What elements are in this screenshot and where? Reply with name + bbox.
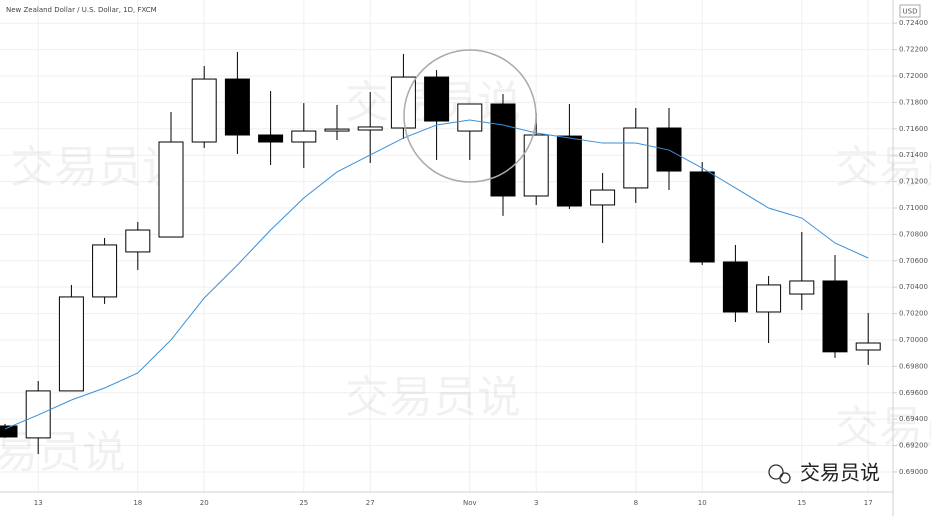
candle-body [158,141,184,238]
candle-body [656,127,682,172]
candle-body [224,78,250,136]
candle-body [623,127,649,189]
x-tick-label: 8 [634,499,638,507]
candle-body [258,134,284,143]
y-tick-label: 0.71400 [899,151,928,159]
y-tick-label: 0.69200 [899,442,928,450]
candle-body [490,103,516,197]
y-tick-label: 0.72400 [899,19,928,27]
y-tick-label: 0.70400 [899,283,928,291]
x-tick-label: 25 [299,499,308,507]
x-tick-label: 15 [797,499,806,507]
y-tick-label: 0.71600 [899,125,928,133]
x-tick-label: 10 [698,499,707,507]
watermark: 交易员说 [835,142,931,193]
candle-body [523,134,549,197]
logo-text: 交易员说 [800,461,880,485]
candle-body [0,425,18,438]
candle-body [291,130,317,143]
y-tick-label: 0.69800 [899,362,928,370]
candle-body [424,76,450,122]
candle-body [855,342,881,351]
candle-body [191,78,217,143]
x-tick-label: 17 [864,499,873,507]
y-tick-label: 0.70800 [899,230,928,238]
x-tick-label: Nov [463,499,477,507]
y-tick-label: 0.69000 [899,468,928,476]
x-tick-label: 27 [366,499,375,507]
x-tick-label: 20 [200,499,209,507]
watermark: 交易员说 [345,372,521,423]
candle-body [92,244,118,298]
candle-body [556,135,582,207]
currency: USD [903,8,918,16]
candle-body [58,296,84,392]
watermark: 交易员说 [835,402,931,453]
moving-average-line [4,119,869,430]
logo-icon [768,464,784,480]
y-tick-label: 0.70600 [899,257,928,265]
candle-body [756,284,782,313]
y-tick-label: 0.69600 [899,389,928,397]
circle-annotation [403,49,537,183]
candle-body [689,171,715,263]
y-tick-label: 0.69400 [899,415,928,423]
candle-body [722,261,748,313]
y-tick-label: 0.72200 [899,46,928,54]
y-tick-label: 0.70000 [899,336,928,344]
logo: 交易员说 [768,461,880,485]
candle-body [457,103,483,132]
x-tick-label: 13 [34,499,43,507]
y-tick-label: 0.71200 [899,178,928,186]
watermark: 交易员说 [0,427,126,478]
y-tick-label: 0.71000 [899,204,928,212]
candle-body [822,280,848,353]
y-tick-label: 0.72000 [899,72,928,80]
candle-body [357,126,383,131]
watermark: 交易员说 [10,142,186,193]
x-tick-label: 18 [133,499,142,507]
candle-body [125,229,151,253]
candle-body [324,128,350,132]
candle-body [789,280,815,295]
logo-icon [779,472,791,484]
y-tick-label: 0.70200 [899,310,928,318]
x-tick-label: 3 [534,499,538,507]
candle-body [590,189,616,206]
currency-box [899,4,921,18]
chart-title: New Zealand Dollar / U.S. Dollar, 1D, FX… [6,6,157,14]
candle-body [25,390,51,439]
y-tick-label: 0.71800 [899,98,928,106]
plot [0,51,881,454]
